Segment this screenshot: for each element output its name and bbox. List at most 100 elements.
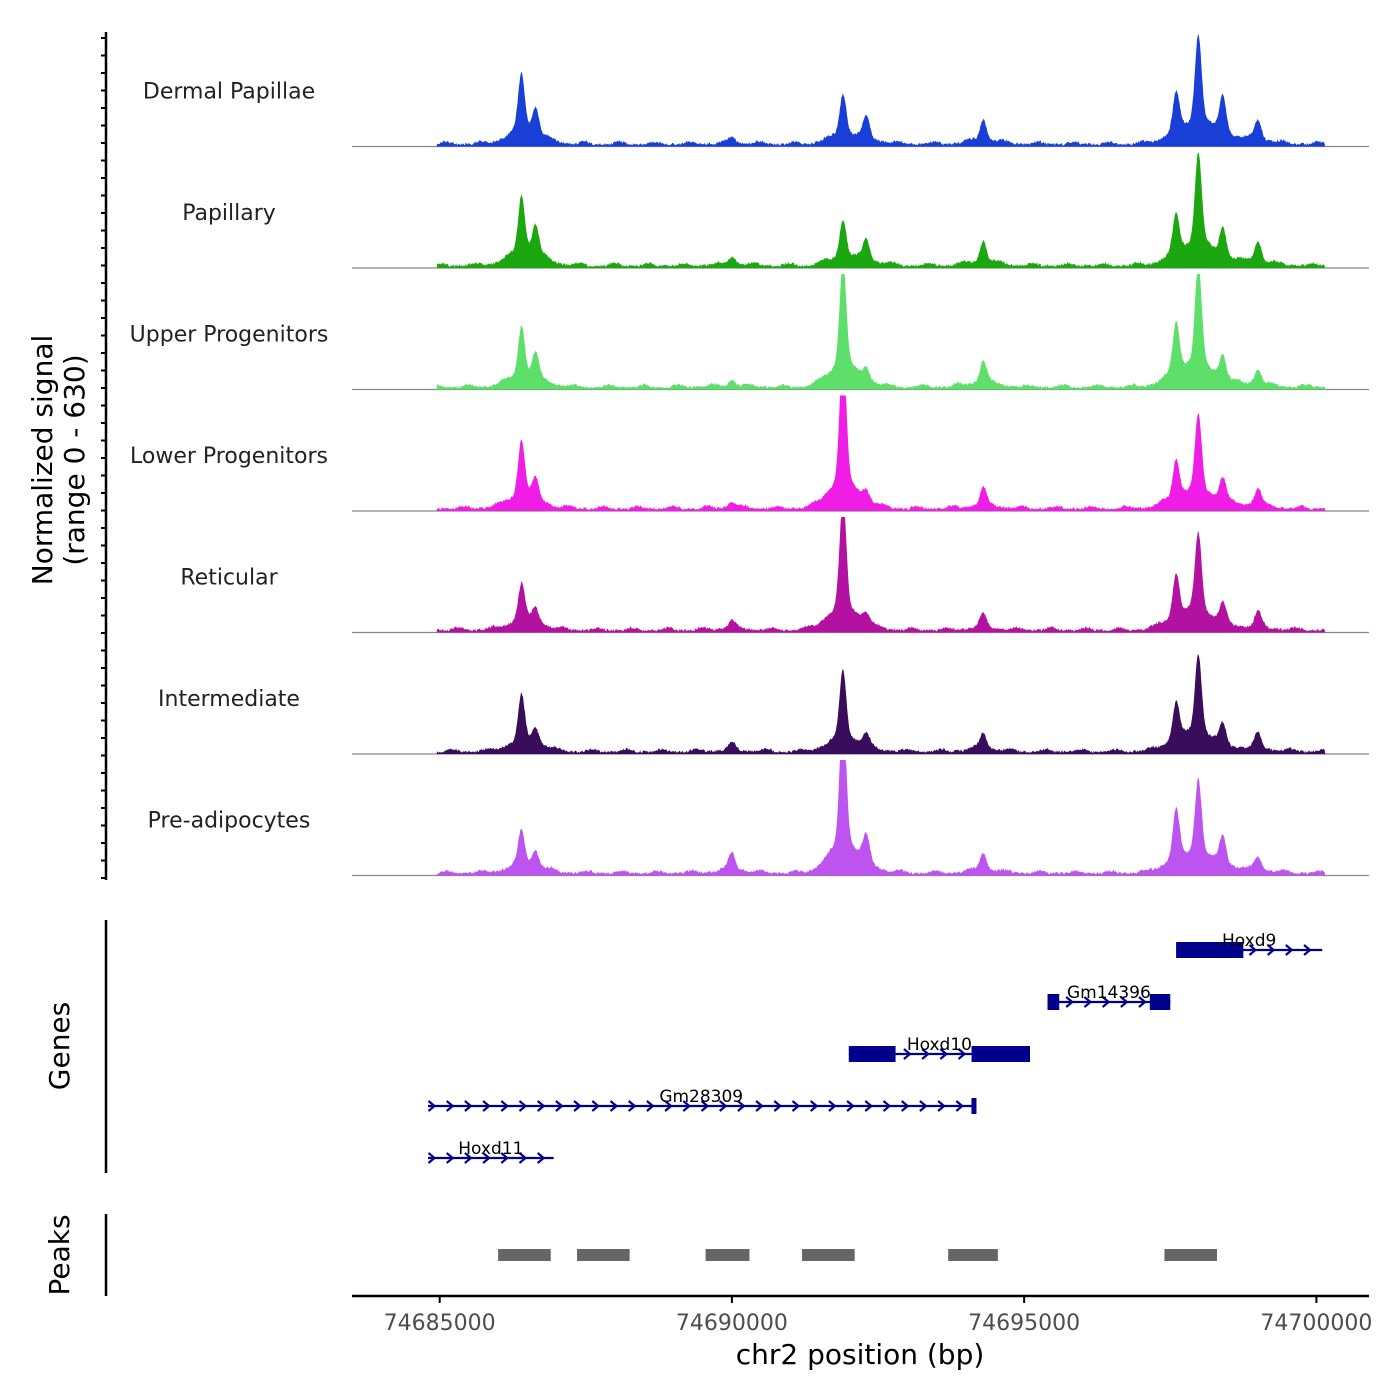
gene-label: Hoxd11 — [458, 1139, 523, 1159]
gene-exon — [1149, 994, 1171, 1010]
gene-label: Gm14396 — [1067, 983, 1151, 1003]
gene-strand-chevron — [482, 1152, 491, 1164]
gene-strand-chevron — [828, 1100, 837, 1112]
gene-model-gm28309: Gm28309 — [427, 1087, 977, 1114]
gene-strand-chevron — [464, 1100, 473, 1112]
track-label: Intermediate — [158, 687, 300, 712]
gene-strand-chevron — [700, 1100, 710, 1112]
gene-strand-chevron — [755, 1100, 764, 1112]
gene-strand-chevron — [427, 1152, 437, 1164]
gene-strand-chevron — [664, 1100, 673, 1112]
gene-strand-chevron — [737, 1100, 746, 1112]
signal-area — [436, 517, 1326, 633]
axes — [101, 32, 108, 1296]
gene-strand-chevron — [518, 1152, 528, 1164]
gene-strand-chevron — [900, 1100, 910, 1112]
x-axis: 74685000 74690000 74695000 74700000 — [352, 1294, 1372, 1336]
gene-track: Hoxd9 Gm14396 Hoxd10 Gm28309 Hoxd11 — [427, 931, 1323, 1164]
gene-model-gm14396: Gm14396 — [1047, 983, 1171, 1010]
track-label: Upper Progenitors — [130, 323, 329, 348]
peak-track — [498, 1249, 1218, 1261]
gene-strand-chevron — [773, 1100, 783, 1112]
gene-strand-chevron — [518, 1100, 528, 1112]
signal-track-lower-progenitors: Lower Progenitors — [130, 395, 1369, 512]
signal-area — [436, 654, 1326, 754]
gene-exon — [848, 1046, 896, 1062]
gene-strand-chevron — [682, 1100, 692, 1112]
gene-strand-chevron — [591, 1100, 601, 1112]
gene-model-hoxd10: Hoxd10 — [848, 1035, 1030, 1062]
gene-strand-chevron — [609, 1100, 619, 1112]
gene-strand-chevron — [882, 1100, 892, 1112]
gene-strand-chevron — [1248, 944, 1258, 956]
gene-exon — [971, 1098, 977, 1114]
x-tick-label: 74685000 — [384, 1311, 496, 1336]
signal-track-pre-adipocytes: Pre-adipocytes — [148, 760, 1369, 877]
gene-strand-chevron — [1101, 996, 1111, 1008]
gene-strand-chevron — [937, 1100, 946, 1112]
track-label: Lower Progenitors — [130, 444, 328, 469]
gene-strand-chevron — [791, 1100, 801, 1112]
x-tick-label: 74700000 — [1260, 1311, 1372, 1336]
gene-strand-chevron — [903, 1048, 912, 1060]
track-label: Dermal Papillae — [143, 80, 315, 105]
gene-strand-chevron — [921, 1048, 930, 1060]
gene-exon — [1176, 942, 1244, 958]
gene-strand-chevron — [809, 1100, 819, 1112]
gene-strand-chevron — [464, 1152, 473, 1164]
y-axis-label-signal-line1: Normalized signal — [26, 335, 59, 586]
signal-area — [436, 152, 1326, 268]
gene-label: Gm28309 — [659, 1087, 743, 1107]
gene-strand-chevron — [846, 1100, 855, 1112]
gene-strand-chevron — [627, 1100, 637, 1112]
gene-strand-chevron — [445, 1152, 455, 1164]
x-tick-label: 74695000 — [968, 1311, 1080, 1336]
gene-strand-chevron — [919, 1100, 928, 1112]
y-axis-label-peaks: Peaks — [43, 1214, 76, 1295]
track-label: Reticular — [180, 566, 278, 591]
gene-strand-chevron — [955, 1100, 965, 1112]
gene-strand-chevron — [445, 1100, 455, 1112]
peak-region — [705, 1249, 750, 1261]
signal-area — [436, 395, 1326, 511]
gene-strand-chevron — [500, 1100, 510, 1112]
peak-region — [948, 1249, 998, 1261]
gene-strand-chevron — [1303, 944, 1312, 956]
track-label: Pre-adipocytes — [148, 809, 311, 834]
peak-region — [577, 1249, 630, 1261]
track-label: Papillary — [182, 201, 276, 226]
gene-strand-chevron — [939, 1048, 949, 1060]
signal-track-dermal-papillae: Dermal Papillae — [143, 33, 1369, 148]
peak-region — [802, 1249, 855, 1261]
x-axis-label: chr2 position (bp) — [736, 1338, 985, 1371]
gene-strand-chevron — [1266, 944, 1276, 956]
signal-area — [436, 760, 1326, 876]
gene-strand-chevron — [536, 1100, 546, 1112]
gene-strand-chevron — [1065, 996, 1074, 1008]
gene-model-hoxd11: Hoxd11 — [427, 1139, 554, 1164]
x-tick-label: 74690000 — [676, 1311, 788, 1336]
gene-strand-chevron — [1120, 996, 1129, 1008]
gene-exon — [971, 1046, 1030, 1062]
gene-strand-chevron — [1083, 996, 1093, 1008]
signal-track-intermediate: Intermediate — [158, 654, 1369, 755]
signal-tracks: Dermal Papillae Papillary Upper Progenitor… — [130, 33, 1369, 877]
gene-strand-chevron — [718, 1100, 728, 1112]
gene-strand-chevron — [482, 1100, 491, 1112]
gene-strand-chevron — [1285, 944, 1294, 956]
gene-strand-chevron — [427, 1100, 437, 1112]
gene-exon — [1047, 994, 1060, 1010]
gene-strand-chevron — [957, 1048, 967, 1060]
signal-area — [436, 33, 1326, 147]
signal-track-reticular: Reticular — [180, 517, 1369, 634]
gene-strand-chevron — [555, 1100, 564, 1112]
peak-region — [1164, 1249, 1218, 1261]
signal-track-upper-progenitors: Upper Progenitors — [130, 274, 1369, 391]
gene-model-hoxd9: Hoxd9 — [1175, 931, 1323, 958]
gene-label: Hoxd10 — [907, 1035, 972, 1055]
y-axis-label-genes: Genes — [43, 1002, 76, 1090]
gene-strand-chevron — [500, 1152, 510, 1164]
signal-area — [436, 274, 1326, 390]
y-axis-label-signal-line2: (range 0 - 630) — [58, 354, 91, 565]
